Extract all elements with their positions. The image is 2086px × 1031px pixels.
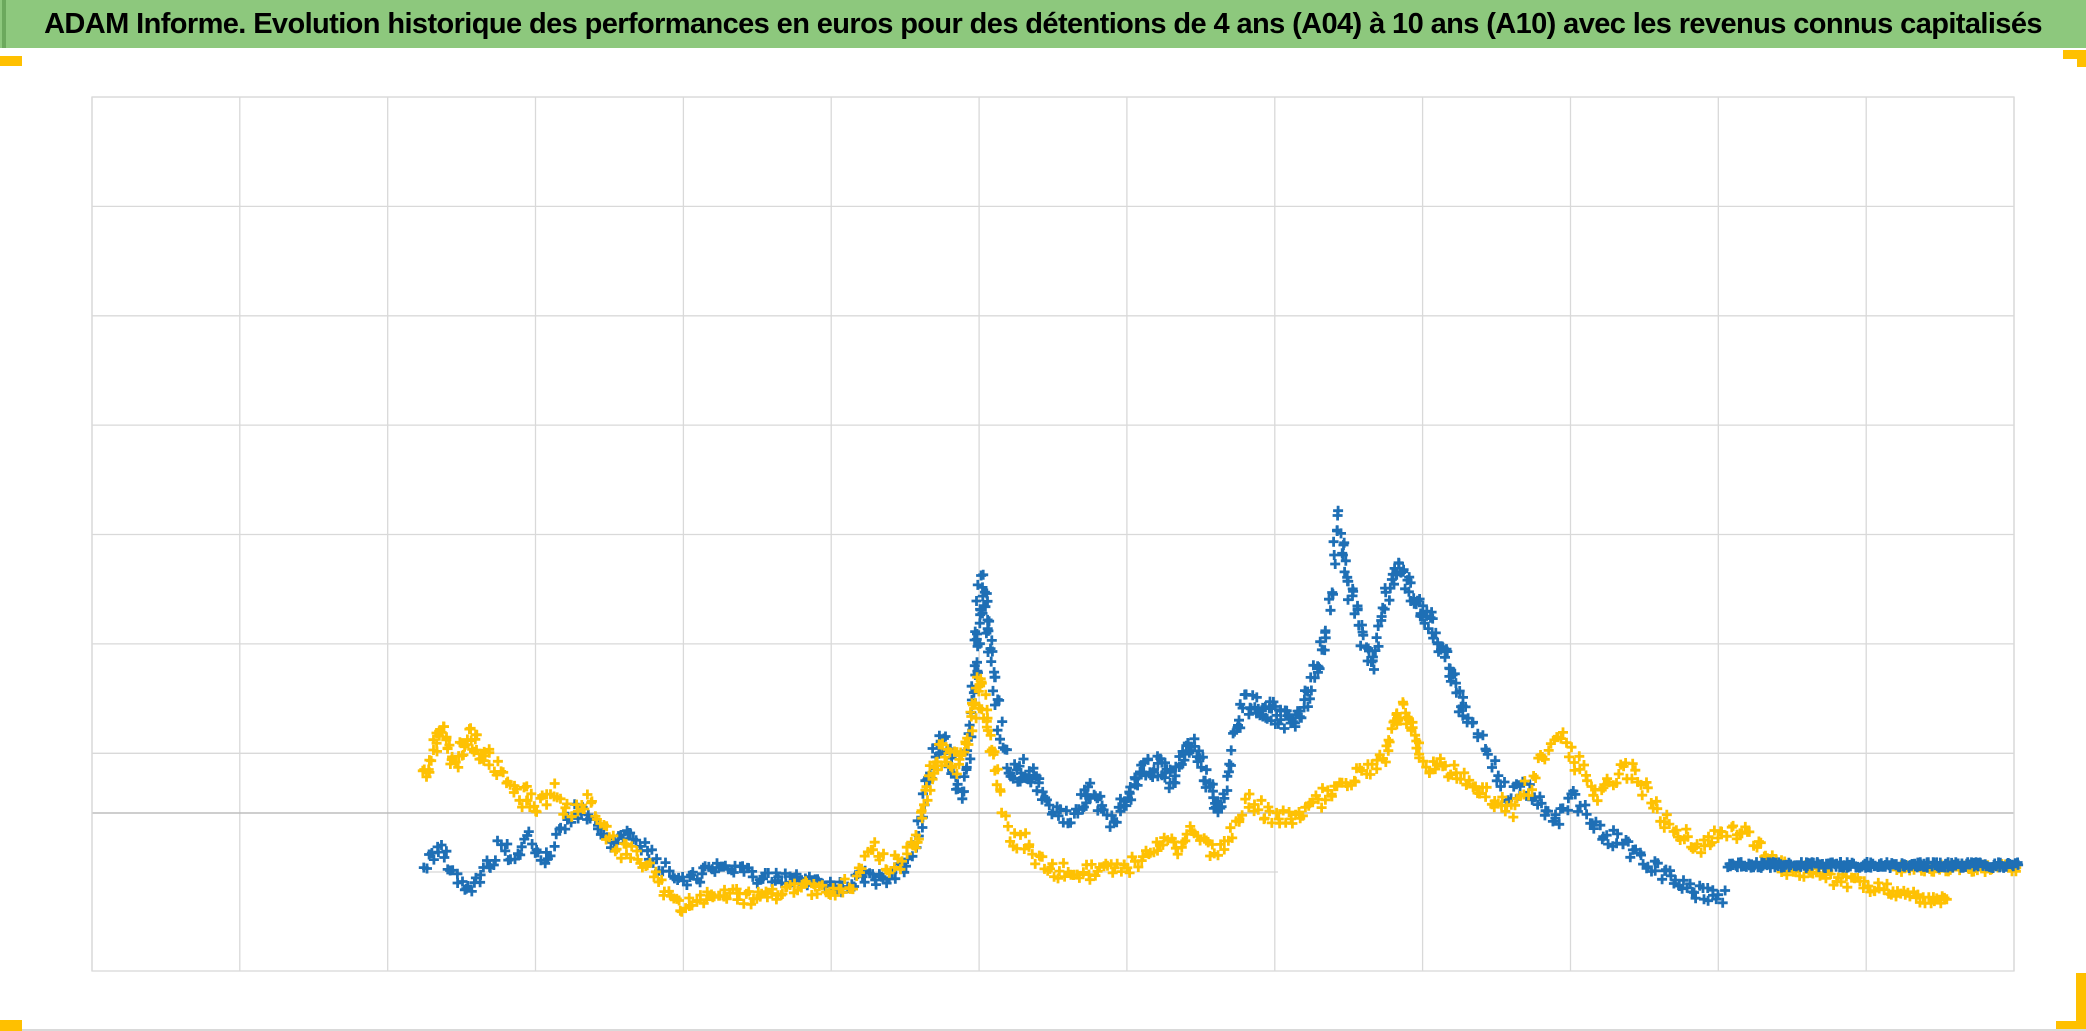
corner-accent-top-right-vertical bbox=[2077, 50, 2086, 67]
corner-accent-bottom-left bbox=[0, 1020, 22, 1031]
corner-accent-top-left bbox=[0, 56, 22, 66]
corner-accent-top-right-horizontal bbox=[2063, 50, 2086, 59]
bottom-rule bbox=[22, 1029, 2086, 1031]
corner-accent-bottom-right-vertical bbox=[2076, 973, 2086, 1031]
slide-title: ADAM Informe. Evolution historique des p… bbox=[44, 7, 2042, 40]
title-bar-left-edge bbox=[2, 0, 6, 48]
title-bar: ADAM Informe. Evolution historique des p… bbox=[0, 0, 2086, 48]
corner-accent-bottom-right-horizontal bbox=[2056, 1021, 2086, 1031]
